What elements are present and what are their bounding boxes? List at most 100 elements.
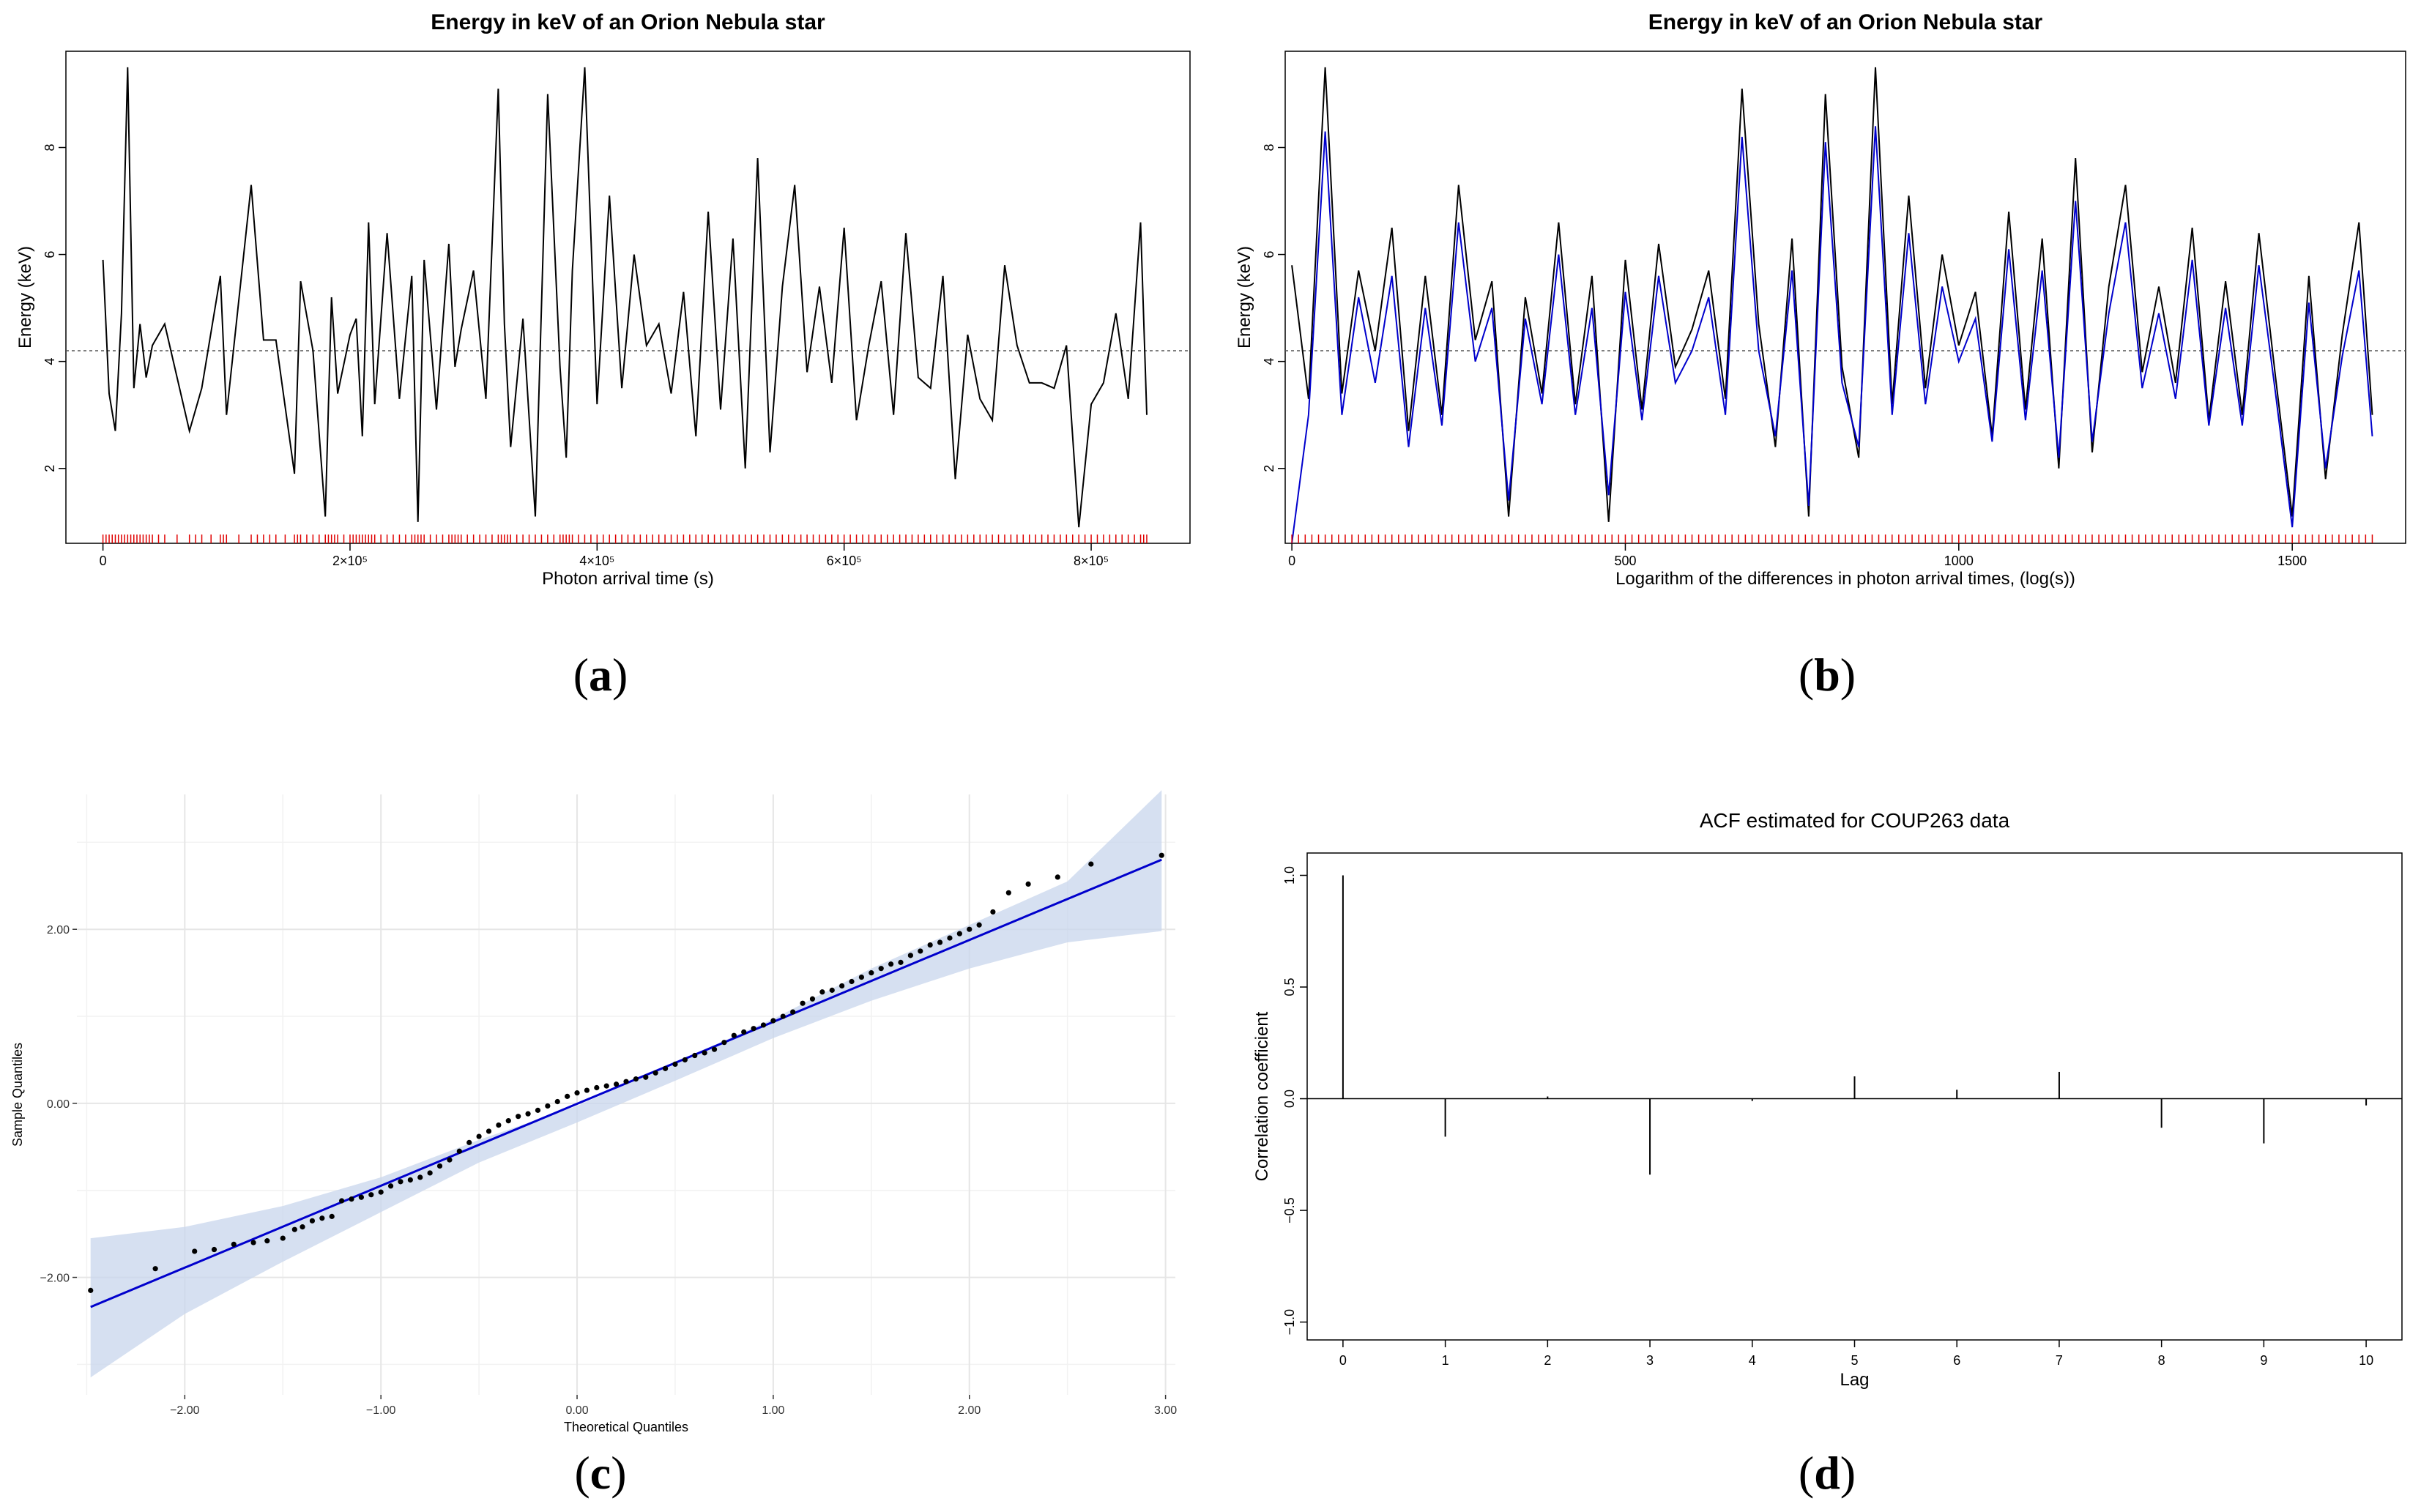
x-tick-label: 4 bbox=[1749, 1353, 1756, 1368]
qq-point bbox=[918, 948, 923, 954]
qq-point bbox=[398, 1179, 404, 1185]
y-tick-label: 8 bbox=[42, 144, 57, 151]
qq-point bbox=[947, 935, 953, 941]
qq-point bbox=[505, 1118, 511, 1124]
qq-point bbox=[652, 1070, 658, 1076]
qq-point bbox=[1025, 881, 1031, 887]
qq-point bbox=[927, 942, 933, 948]
qq-point bbox=[476, 1133, 482, 1139]
qq-point bbox=[496, 1122, 502, 1128]
qq-point bbox=[417, 1174, 423, 1180]
chart-c: −2.00 −1.00 0.00 1.00 2.00 3.00 −2.00 0.00 2.00 T… bbox=[10, 790, 1177, 1434]
qq-point bbox=[387, 1183, 394, 1189]
y-tick-label: −0.5 bbox=[1282, 1197, 1297, 1224]
x-tick-label: 2.00 bbox=[958, 1404, 981, 1417]
qq-point bbox=[250, 1240, 256, 1245]
x-tick-label: 3 bbox=[1646, 1353, 1654, 1368]
rug-marks bbox=[102, 535, 1148, 543]
qq-point bbox=[603, 1083, 609, 1089]
x-tick-label: 9 bbox=[2260, 1353, 2267, 1368]
chart-title: Energy in keV of an Orion Nebula star bbox=[1648, 10, 2043, 34]
qq-point bbox=[152, 1266, 158, 1272]
qq-point bbox=[264, 1238, 270, 1244]
qq-point bbox=[574, 1090, 580, 1096]
x-tick-label: 7 bbox=[2056, 1353, 2063, 1368]
x-tick-label: 4×10⁵ bbox=[579, 554, 614, 568]
y-tick-label: −1.0 bbox=[1282, 1309, 1297, 1336]
x-axis-label: Photon arrival time (s) bbox=[542, 569, 714, 589]
qq-point bbox=[888, 961, 894, 967]
x-axis-label: Lag bbox=[1840, 1370, 1869, 1390]
qq-point bbox=[692, 1052, 698, 1059]
qq-point bbox=[319, 1215, 325, 1221]
panel-c: −2.00 −1.00 0.00 1.00 2.00 3.00 −2.00 0.00 2.00 T… bbox=[0, 783, 1208, 1434]
qq-point bbox=[466, 1139, 472, 1145]
y-axis-label: Energy (keV) bbox=[1235, 246, 1254, 349]
y-axis-label: Correlation coefficient bbox=[1252, 1011, 1272, 1181]
x-tick-label: 6×10⁵ bbox=[827, 554, 862, 568]
x-tick-label: 5 bbox=[1851, 1353, 1858, 1368]
y-tick-label: 2.00 bbox=[47, 924, 70, 936]
x-tick-label: 1 bbox=[1442, 1353, 1449, 1368]
qq-point bbox=[545, 1103, 551, 1109]
qq-point bbox=[878, 966, 884, 972]
qq-point bbox=[741, 1029, 747, 1035]
qq-point bbox=[614, 1081, 620, 1087]
qq-point bbox=[88, 1287, 94, 1293]
x-tick-label: 8 bbox=[2158, 1353, 2165, 1368]
qq-points bbox=[88, 852, 1164, 1293]
rug-marks bbox=[1291, 535, 2373, 543]
y-tick-label: 1.0 bbox=[1282, 866, 1297, 885]
qq-point bbox=[329, 1213, 335, 1219]
qq-point bbox=[770, 1018, 776, 1024]
qq-point bbox=[378, 1189, 384, 1195]
qq-point bbox=[672, 1061, 678, 1068]
qq-point bbox=[280, 1235, 286, 1241]
y-axis-label: Sample Quantiles bbox=[10, 1043, 25, 1147]
x-tick-label: 2 bbox=[1544, 1353, 1551, 1368]
y-tick-label: 6 bbox=[42, 251, 57, 258]
series-line-observed bbox=[1291, 67, 2373, 522]
qq-point bbox=[456, 1148, 462, 1154]
qq-point bbox=[1159, 852, 1164, 858]
chart-title: Energy in keV of an Orion Nebula star bbox=[431, 10, 825, 34]
x-axis-label: Logarithm of the differences in photon a… bbox=[1615, 569, 2075, 589]
qq-point bbox=[554, 1098, 560, 1105]
qq-point bbox=[594, 1084, 600, 1091]
qq-point bbox=[643, 1074, 649, 1080]
y-tick-label: 6 bbox=[1262, 251, 1276, 258]
qq-point bbox=[711, 1046, 718, 1052]
qq-point bbox=[849, 978, 855, 985]
qq-point bbox=[584, 1087, 590, 1093]
y-tick-label: 2 bbox=[42, 465, 57, 472]
qq-point bbox=[839, 983, 845, 989]
qq-point bbox=[516, 1114, 521, 1120]
x-tick-label: 1.00 bbox=[762, 1404, 784, 1417]
qq-point bbox=[937, 939, 943, 945]
qq-point bbox=[192, 1248, 198, 1254]
qq-point bbox=[721, 1040, 727, 1046]
x-tick-label: 6 bbox=[1953, 1353, 1960, 1368]
x-tick-label: −1.00 bbox=[366, 1404, 396, 1417]
plot-frame bbox=[65, 51, 1191, 544]
qq-point bbox=[300, 1224, 305, 1230]
x-tick-label: 1000 bbox=[1944, 554, 1974, 568]
y-tick-label: 8 bbox=[1262, 144, 1276, 151]
qq-point bbox=[967, 926, 973, 932]
y-tick-label: 0.00 bbox=[47, 1098, 70, 1111]
x-tick-label: 8×10⁵ bbox=[1074, 554, 1109, 568]
x-tick-label: 0 bbox=[1339, 1353, 1347, 1368]
x-tick-label: 2×10⁵ bbox=[332, 554, 368, 568]
caption-c: (c) bbox=[574, 1447, 627, 1499]
qq-point bbox=[829, 987, 835, 993]
chart-d: ACF estimated for COUP263 data 0 1 2 3 4 5 6 7 8 9… bbox=[1252, 809, 2403, 1390]
qq-point bbox=[407, 1177, 413, 1183]
qq-point bbox=[800, 1000, 806, 1006]
chart-a: Energy in keV of an Orion Nebula star 2 4 6… bbox=[15, 10, 1191, 589]
qq-point bbox=[565, 1093, 570, 1099]
qq-point bbox=[907, 953, 913, 958]
qq-point bbox=[427, 1170, 433, 1176]
caption-d: (d) bbox=[1798, 1447, 1856, 1499]
qq-point bbox=[535, 1107, 541, 1113]
qq-point bbox=[760, 1022, 767, 1028]
